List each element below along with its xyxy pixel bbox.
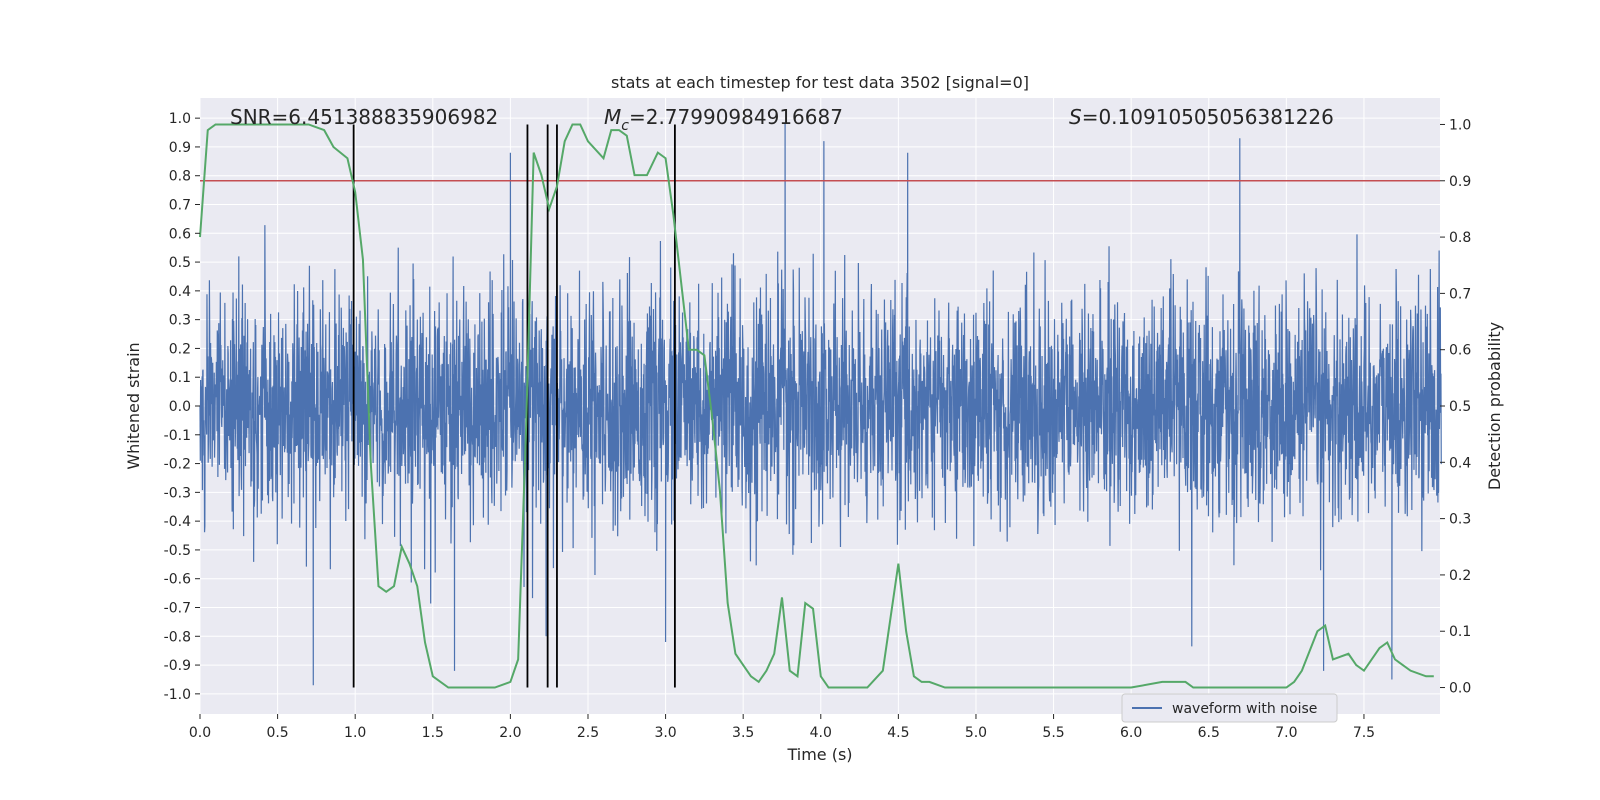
- y-left-tick-label: 0.3: [169, 313, 191, 329]
- y-left-tick-label: 0.2: [169, 341, 191, 357]
- y-left-tick-label: -0.9: [164, 658, 191, 674]
- x-tick-label: 2.5: [577, 725, 599, 741]
- s-annotation: S=0.10910505056381226: [1069, 105, 1334, 129]
- chirp-mass-annotation: Mc=2.77990984916687: [604, 105, 843, 134]
- y-left-tick-label: 0.7: [169, 198, 191, 214]
- y-left-tick-label: -0.8: [164, 629, 191, 645]
- chirp-mass-subscript: c: [621, 118, 629, 134]
- x-tick-label: 3.0: [654, 725, 676, 741]
- y-left-tick-label: -0.2: [164, 457, 191, 473]
- y-left-tick-label: 0.9: [169, 140, 191, 156]
- y-left-tick-label: 0.1: [169, 370, 191, 386]
- legend-label-waveform: waveform with noise: [1172, 701, 1317, 717]
- chart-title: stats at each timestep for test data 350…: [611, 73, 1029, 92]
- y-left-tick-label: 0.0: [169, 399, 191, 415]
- y-left-tick-label: -0.7: [164, 600, 191, 616]
- y-right-tick-label: 0.1: [1449, 624, 1471, 640]
- s-symbol: S: [1069, 105, 1082, 129]
- y-right-tick-label: 1.0: [1449, 117, 1471, 133]
- s-value: =0.10910505056381226: [1082, 105, 1334, 129]
- y-axis-left-label: Whitened strain: [124, 342, 143, 469]
- chirp-mass-symbol: M: [604, 105, 621, 129]
- x-tick-label: 5.0: [965, 725, 987, 741]
- y-right-tick-label: 0.4: [1449, 455, 1471, 471]
- y-left-tick-label: -1.0: [164, 687, 191, 703]
- y-left-tick-label: 1.0: [169, 111, 191, 127]
- x-tick-label: 5.5: [1042, 725, 1064, 741]
- y-right-tick-label: 0.6: [1449, 343, 1471, 359]
- x-tick-label: 7.0: [1275, 725, 1297, 741]
- y-axis-right-label: Detection probability: [1485, 322, 1504, 490]
- chirp-mass-value: =2.77990984916687: [629, 105, 843, 129]
- tick-labels: 0.0 0.5 1.0 1.5 2.0 2.5 3.0 3.5 4.0 4.5 5.0 5.5 6.0 6…: [164, 111, 1472, 741]
- y-left-tick-label: -0.4: [164, 514, 191, 530]
- overlay-layer: [199, 123, 1440, 689]
- y-right-tick-label: 0.2: [1449, 568, 1471, 584]
- y-right-tick-label: 0.8: [1449, 230, 1471, 246]
- x-tick-label: 0.5: [266, 725, 288, 741]
- y-left-tick-label: -0.1: [164, 428, 191, 444]
- snr-annotation: SNR=6.451388835906982: [230, 105, 498, 129]
- detection-probability-line: [199, 123, 1434, 689]
- x-tick-label: 6.5: [1198, 725, 1220, 741]
- y-left-tick-label: -0.5: [164, 543, 191, 559]
- y-left-tick-label: 0.8: [169, 169, 191, 185]
- legend: waveform with noise: [1121, 693, 1338, 723]
- y-right-tick-label: 0.0: [1449, 681, 1471, 697]
- y-right-tick-label: 0.9: [1449, 174, 1471, 190]
- x-axis-label: Time (s): [786, 745, 852, 764]
- y-right-tick-label: 0.3: [1449, 512, 1471, 528]
- y-left-tick-label: 0.4: [169, 284, 191, 300]
- y-left-tick-label: -0.6: [164, 572, 191, 588]
- x-tick-label: 4.0: [810, 725, 832, 741]
- x-tick-label: 0.0: [189, 725, 211, 741]
- waveform-line: [199, 123, 1442, 686]
- x-tick-label: 7.5: [1353, 725, 1375, 741]
- x-tick-label: 3.5: [732, 725, 754, 741]
- x-tick-label: 1.5: [422, 725, 444, 741]
- y-right-tick-label: 0.7: [1449, 286, 1471, 302]
- waveform-series: [199, 123, 1442, 686]
- legend-box: [1121, 693, 1338, 723]
- x-tick-label: 4.5: [887, 725, 909, 741]
- y-right-tick-label: 0.5: [1449, 399, 1471, 415]
- x-tick-label: 6.0: [1120, 725, 1142, 741]
- y-left-tick-label: 0.6: [169, 226, 191, 242]
- y-left-tick-label: 0.5: [169, 255, 191, 271]
- y-left-tick-label: -0.3: [164, 485, 191, 501]
- x-tick-label: 1.0: [344, 725, 366, 741]
- x-tick-label: 2.0: [499, 725, 521, 741]
